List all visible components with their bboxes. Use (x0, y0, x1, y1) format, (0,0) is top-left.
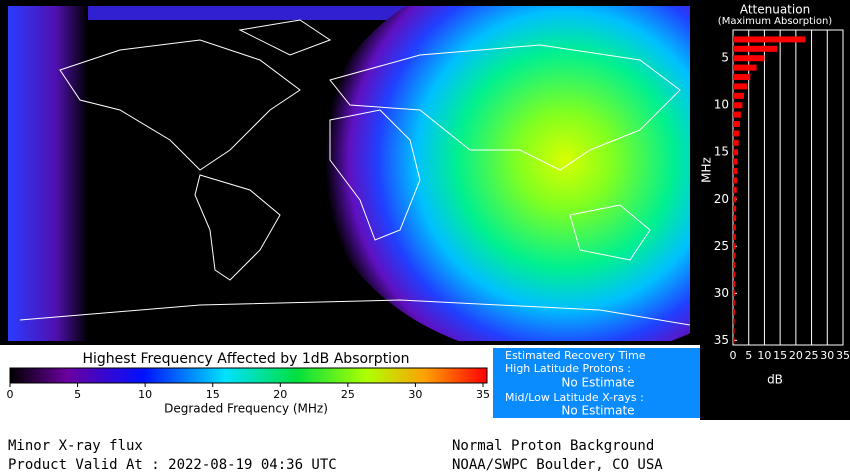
y-tick-label: 10 (714, 98, 729, 112)
panel-bg (700, 420, 850, 475)
bar (733, 243, 736, 250)
bar (733, 271, 736, 278)
bar (733, 327, 735, 334)
colorbar-tick-label: 0 (7, 388, 14, 401)
bar (733, 215, 737, 222)
recovery-label: Mid/Low Latitude X-rays : (505, 391, 644, 404)
bar (733, 337, 735, 344)
colorbar-label: Degraded Frequency (MHz) (164, 402, 328, 416)
footer-text: NOAA/SWPC Boulder, CO USA (452, 457, 663, 473)
chart-title: Attenuation (740, 3, 810, 17)
colorbar-tick-label: 5 (74, 388, 81, 401)
recovery-value: No Estimate (561, 404, 634, 418)
bar (733, 64, 757, 71)
x-axis-label: dB (767, 373, 783, 387)
bar (733, 290, 735, 297)
recovery-title: Estimated Recovery Time (505, 349, 646, 362)
y-tick-label: 30 (714, 286, 729, 300)
recovery-label: High Latitude Protons : (505, 362, 631, 375)
bar (733, 92, 744, 99)
colorbar-tick-label: 25 (341, 388, 355, 401)
y-tick-label: 20 (714, 192, 729, 206)
footer-text: Product Valid At : 2022-08-19 04:36 UTC (8, 457, 337, 473)
colorbar-tick-label: 20 (273, 388, 287, 401)
colorbar-title: Highest Frequency Affected by 1dB Absorp… (82, 351, 409, 367)
absorption-edge (8, 6, 88, 341)
recovery-text: Estimated Recovery Time High Latitude Pr… (505, 349, 646, 418)
bar (733, 83, 748, 90)
footer-text: Minor X-ray flux (8, 438, 143, 454)
footer: Minor X-ray flux Product Valid At : 2022… (8, 438, 663, 473)
y-tick-label: 25 (714, 239, 729, 253)
bar (733, 121, 740, 128)
attenuation-chart: Attenuation (Maximum Absorption) dB MHz … (700, 3, 850, 387)
x-tick-label: 35 (836, 349, 850, 362)
map (8, 6, 690, 341)
bar (733, 55, 765, 62)
y-tick-label: 5 (721, 51, 729, 65)
bar (733, 205, 737, 212)
colorbar-tick-label: 30 (408, 388, 422, 401)
y-tick-label: 35 (714, 333, 729, 347)
bar (733, 262, 736, 269)
x-tick-label: 15 (773, 349, 787, 362)
footer-text: Normal Proton Background (452, 438, 654, 454)
colorbar (9, 367, 488, 384)
colorbar-tick-label: 15 (206, 388, 220, 401)
bar (733, 186, 737, 193)
colorbar-tick-label: 10 (138, 388, 152, 401)
bar (733, 318, 735, 325)
recovery-box (493, 348, 700, 418)
bar (733, 102, 743, 109)
bar (733, 309, 735, 316)
bar (733, 196, 737, 203)
x-tick-label: 20 (789, 349, 803, 362)
bar (733, 45, 777, 52)
x-tick-label: 25 (805, 349, 819, 362)
absorption-region (315, 6, 690, 341)
bar (733, 149, 739, 156)
recovery-value: No Estimate (561, 376, 634, 390)
y-axis-label: MHz (700, 157, 714, 183)
coastlines (19, 19, 690, 326)
x-tick-label: 0 (730, 349, 737, 362)
bar (733, 130, 740, 137)
y-tick-label: 15 (714, 145, 729, 159)
x-tick-label: 10 (757, 349, 771, 362)
x-tick-label: 5 (745, 349, 752, 362)
bar (733, 158, 738, 165)
bar (733, 252, 736, 259)
bar (733, 36, 806, 43)
bar (733, 74, 751, 81)
bar (733, 233, 736, 240)
bar (733, 224, 736, 231)
bar (733, 280, 736, 287)
bar (733, 139, 739, 146)
bar (733, 299, 735, 306)
x-tick-label: 30 (820, 349, 834, 362)
bar (733, 177, 738, 184)
colorbar-tick-label: 35 (476, 388, 490, 401)
bar (733, 111, 741, 118)
chart-subtitle: (Maximum Absorption) (718, 16, 832, 27)
bar (733, 168, 738, 175)
colorbar-ticks: 0 5 10 15 20 25 30 35 (7, 383, 490, 401)
